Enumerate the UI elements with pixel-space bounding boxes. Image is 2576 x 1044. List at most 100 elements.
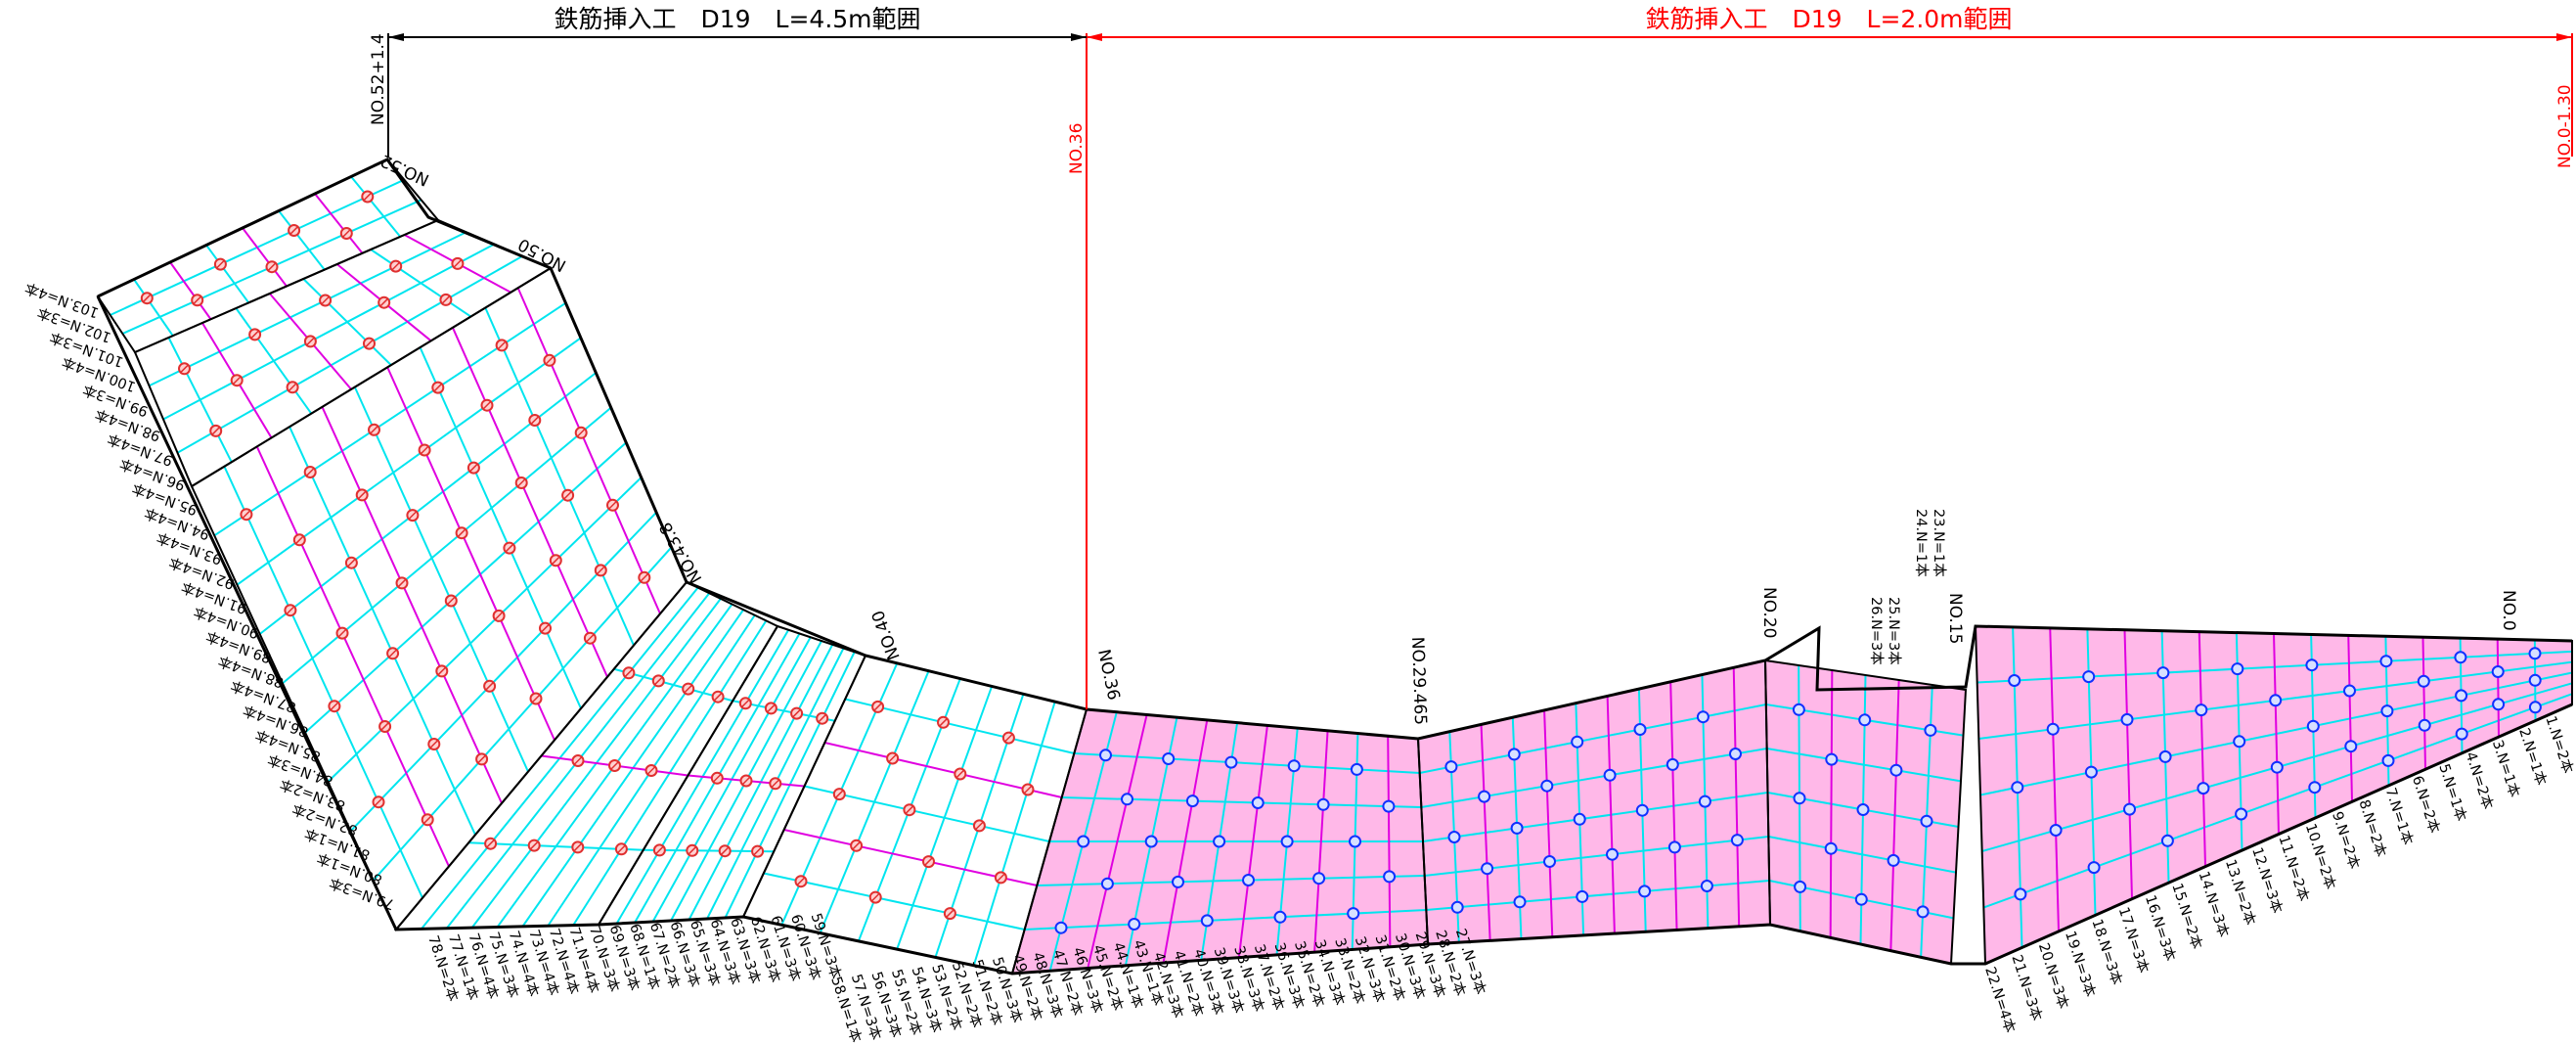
- rebar-marker: [2417, 674, 2430, 688]
- rebar-marker-slash: [422, 815, 432, 825]
- rebar-marker: [2049, 824, 2063, 837]
- rebar-marker-slash: [712, 773, 722, 783]
- rebar-marker: [2084, 765, 2098, 779]
- rebar-line: [2198, 631, 2206, 867]
- rebar-marker-slash: [563, 490, 573, 500]
- rebar-marker: [1100, 877, 1114, 890]
- rebar-line: [2123, 629, 2133, 899]
- rebar-marker: [1251, 796, 1265, 809]
- rebar-marker: [2455, 727, 2468, 741]
- rebar-marker: [1824, 841, 1838, 855]
- rebar-marker: [1162, 752, 1176, 765]
- rebar-marker: [1383, 870, 1397, 884]
- rebar-marker-slash: [792, 708, 802, 718]
- rebar-marker: [1730, 834, 1744, 847]
- rebar-marker-slash: [955, 769, 965, 779]
- pile-label: 12.N=3本: [2248, 845, 2286, 916]
- rebar-marker: [1350, 762, 1363, 776]
- rebar-marker: [1540, 779, 1554, 793]
- rebar-marker-slash: [369, 425, 379, 434]
- rebar-marker: [1382, 799, 1396, 813]
- rebar-marker: [1924, 723, 1937, 737]
- station-label-no50: NO.50: [515, 234, 570, 275]
- rebar-line: [516, 287, 661, 614]
- rebar-line: [314, 193, 364, 254]
- rebar-marker-slash: [771, 779, 780, 789]
- rebar-line: [350, 175, 402, 238]
- rebar-marker-slash: [330, 702, 339, 711]
- rebar-marker: [2269, 694, 2283, 707]
- rebar-marker: [2528, 673, 2542, 687]
- rebar-marker: [1349, 835, 1361, 848]
- rebar-marker: [1481, 862, 1494, 876]
- rebar-marker-slash: [616, 844, 626, 854]
- rebar-marker: [1242, 874, 1255, 886]
- rebar-marker-slash: [142, 294, 152, 303]
- rebar-marker-slash: [305, 337, 315, 346]
- pile-label: 22.N=4本: [1981, 965, 2019, 1035]
- rebar-marker-slash: [429, 739, 439, 749]
- rebar-marker-slash: [996, 873, 1005, 883]
- pile-label: 19.N=3本: [2062, 929, 2099, 999]
- rebar-line: [255, 446, 450, 867]
- mesh-line: [162, 243, 495, 421]
- pile-label: 2.N=1本: [2515, 726, 2550, 788]
- rebar-marker-slash: [420, 445, 429, 455]
- rebar-line: [1162, 719, 1209, 964]
- rebar-marker: [2156, 666, 2170, 680]
- rebar-marker: [1444, 760, 1458, 774]
- rebar-marker: [2418, 718, 2431, 732]
- rebar-marker-slash: [289, 226, 299, 236]
- rebar-marker: [1280, 835, 1294, 848]
- pile-label: 13.N=2本: [2222, 857, 2259, 928]
- rebar-line: [2496, 639, 2500, 738]
- rebar-marker-slash: [529, 840, 539, 850]
- rebar-marker: [2087, 861, 2101, 875]
- rebar-marker: [2231, 662, 2244, 676]
- rebar-marker-slash: [624, 668, 634, 678]
- rebar-line: [1387, 736, 1392, 947]
- rebar-marker: [1858, 713, 1872, 727]
- rebar-marker: [1507, 748, 1521, 761]
- rebar-line: [289, 426, 476, 836]
- rebar-marker: [2008, 674, 2021, 687]
- mesh-line: [349, 511, 657, 833]
- rebar-marker-slash: [477, 754, 487, 764]
- rebar-marker: [2195, 704, 2208, 717]
- rebar-marker-slash: [250, 330, 260, 340]
- rebar-line: [278, 209, 326, 271]
- rebar-marker-slash: [441, 295, 451, 304]
- rebar-marker: [1450, 900, 1464, 914]
- station-label-no15: NO.15: [1945, 593, 1965, 644]
- rebar-marker-slash: [974, 821, 984, 831]
- station-label-no40: NO.40: [868, 608, 905, 662]
- rebar-marker: [2123, 802, 2136, 816]
- pile-label: 14.N=3本: [2196, 869, 2233, 939]
- rebar-line: [1829, 669, 1834, 938]
- station-label-no29: NO.29.465: [1407, 636, 1430, 725]
- rebar-marker: [1696, 710, 1710, 724]
- pile-label: 11.N=2本: [2275, 834, 2312, 904]
- rebar-marker-slash: [938, 717, 949, 727]
- rebar-marker-slash: [551, 556, 560, 566]
- rebar-marker-slash: [713, 692, 723, 702]
- rebar-marker-slash: [232, 376, 242, 386]
- pile-label: 8.N=2本: [2355, 797, 2389, 859]
- rebar-marker-slash: [516, 477, 526, 488]
- rebar-line: [468, 841, 644, 851]
- pile-label: 7.N=1本: [2382, 786, 2417, 847]
- rebar-marker-slash: [242, 510, 251, 520]
- rebar-line: [353, 386, 529, 773]
- rebar-line: [1543, 709, 1554, 937]
- rebar-marker: [1316, 797, 1330, 811]
- rebar-marker: [1121, 793, 1133, 806]
- rebar-line: [419, 346, 582, 709]
- dimension-layer: 鉄筋挿入工 D19 L=4.5m範囲 鉄筋挿入工 D19 L=2.0m範囲 NO…: [369, 5, 2575, 709]
- rebar-marker: [2491, 665, 2505, 678]
- rebar-marker: [1792, 703, 1805, 716]
- rebar-marker-slash: [766, 704, 776, 713]
- rebar-marker-slash: [468, 463, 478, 473]
- rebar-marker: [2306, 719, 2320, 733]
- rebar-marker-slash: [408, 511, 418, 521]
- rebar-marker: [2160, 834, 2174, 847]
